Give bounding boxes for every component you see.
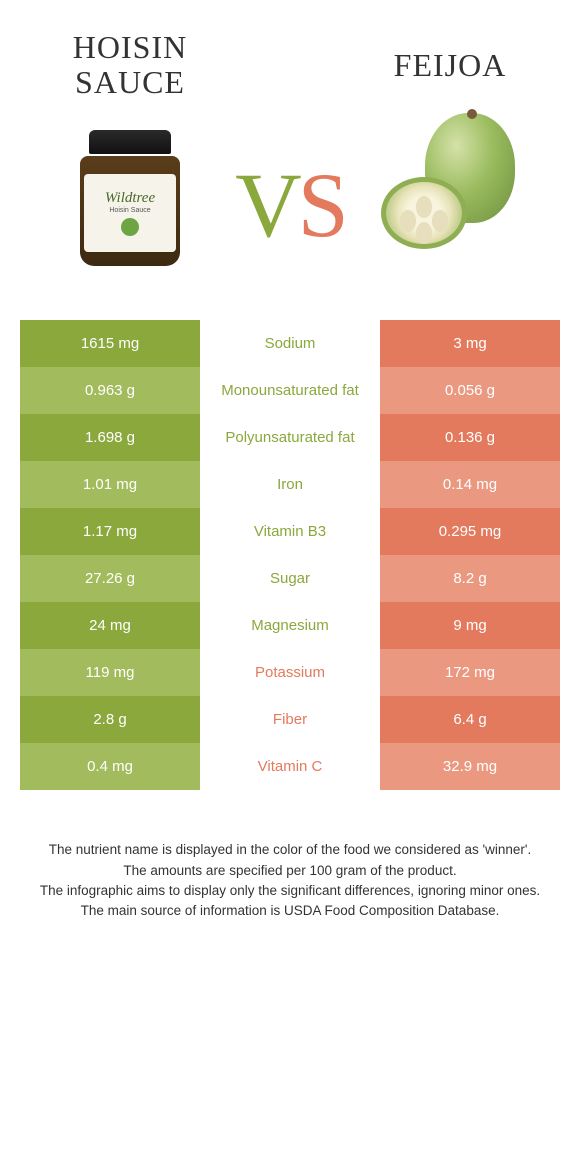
vs-s: S — [298, 154, 345, 256]
vs-label: VS — [210, 152, 370, 258]
table-row: 1615 mgSodium3 mg — [20, 320, 560, 367]
right-value: 0.14 mg — [380, 461, 560, 508]
left-value: 24 mg — [20, 602, 200, 649]
nutrient-table: 1615 mgSodium3 mg0.963 gMonounsaturated … — [20, 320, 560, 790]
right-title: FEIJOA — [394, 48, 507, 83]
nutrient-label: Iron — [200, 461, 380, 508]
footnote-line: The infographic aims to display only the… — [30, 881, 550, 901]
left-value: 119 mg — [20, 649, 200, 696]
right-value: 3 mg — [380, 320, 560, 367]
vs-v: V — [235, 154, 297, 256]
footnote-line: The nutrient name is displayed in the co… — [30, 840, 550, 860]
right-value: 0.136 g — [380, 414, 560, 461]
right-value: 32.9 mg — [380, 743, 560, 790]
nutrient-label: Monounsaturated fat — [200, 367, 380, 414]
table-row: 0.963 gMonounsaturated fat0.056 g — [20, 367, 560, 414]
left-value: 0.963 g — [20, 367, 200, 414]
nutrient-label: Magnesium — [200, 602, 380, 649]
right-value: 0.295 mg — [380, 508, 560, 555]
comparison-header: HOISIN SAUCE Wildtree Hoisin Sauce VS FE… — [0, 0, 580, 290]
right-value: 172 mg — [380, 649, 560, 696]
table-row: 1.01 mgIron0.14 mg — [20, 461, 560, 508]
jar-brand: Wildtree — [105, 190, 155, 207]
footnote-line: The main source of information is USDA F… — [30, 901, 550, 921]
left-value: 2.8 g — [20, 696, 200, 743]
footnotes: The nutrient name is displayed in the co… — [30, 840, 550, 921]
jar-sub: Hoisin Sauce — [109, 207, 150, 214]
nutrient-label: Sugar — [200, 555, 380, 602]
left-value: 0.4 mg — [20, 743, 200, 790]
right-value: 6.4 g — [380, 696, 560, 743]
nutrient-label: Polyunsaturated fat — [200, 414, 380, 461]
nutrient-label: Sodium — [200, 320, 380, 367]
table-row: 2.8 gFiber6.4 g — [20, 696, 560, 743]
table-row: 24 mgMagnesium9 mg — [20, 602, 560, 649]
nutrient-label: Potassium — [200, 649, 380, 696]
table-row: 1.698 gPolyunsaturated fat0.136 g — [20, 414, 560, 461]
left-value: 1.698 g — [20, 414, 200, 461]
left-value: 1.01 mg — [20, 461, 200, 508]
left-image: Wildtree Hoisin Sauce — [55, 120, 205, 280]
table-row: 0.4 mgVitamin C32.9 mg — [20, 743, 560, 790]
left-value: 1615 mg — [20, 320, 200, 367]
left-value: 27.26 g — [20, 555, 200, 602]
footnote-line: The amounts are specified per 100 gram o… — [30, 861, 550, 881]
table-row: 27.26 gSugar8.2 g — [20, 555, 560, 602]
left-item: HOISIN SAUCE Wildtree Hoisin Sauce — [50, 30, 210, 280]
right-value: 9 mg — [380, 602, 560, 649]
right-item: FEIJOA — [370, 48, 530, 263]
right-image — [375, 103, 525, 263]
feijoa-icon — [375, 113, 525, 253]
right-value: 0.056 g — [380, 367, 560, 414]
table-row: 119 mgPotassium172 mg — [20, 649, 560, 696]
hoisin-jar-icon: Wildtree Hoisin Sauce — [75, 130, 185, 270]
nutrient-label: Fiber — [200, 696, 380, 743]
right-value: 8.2 g — [380, 555, 560, 602]
left-title: HOISIN SAUCE — [50, 30, 210, 100]
nutrient-label: Vitamin B3 — [200, 508, 380, 555]
left-value: 1.17 mg — [20, 508, 200, 555]
table-row: 1.17 mgVitamin B30.295 mg — [20, 508, 560, 555]
nutrient-label: Vitamin C — [200, 743, 380, 790]
